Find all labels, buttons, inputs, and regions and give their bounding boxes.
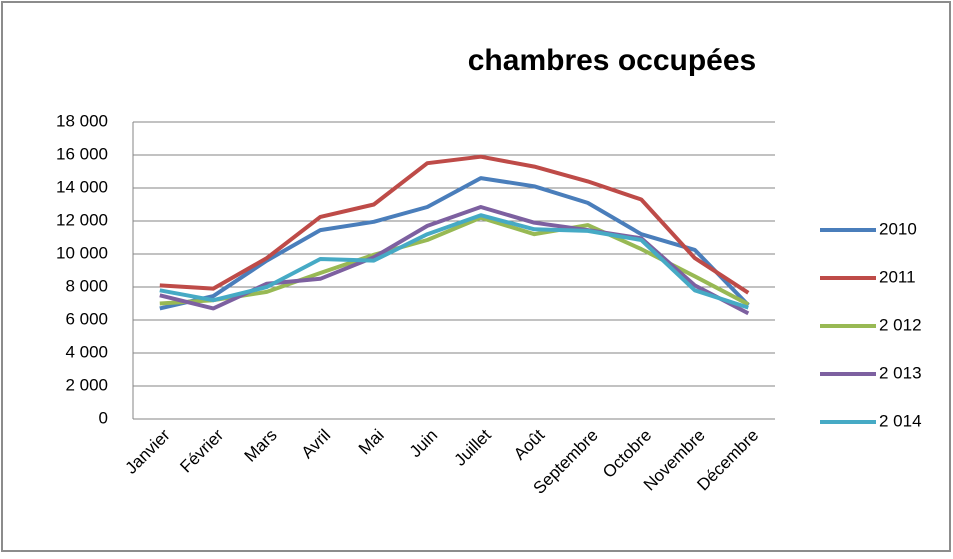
y-tick-label: 18 000 <box>56 111 108 130</box>
y-tick-label: 4 000 <box>65 342 108 361</box>
y-tick-label: 16 000 <box>56 144 108 163</box>
legend-label: 2 014 <box>879 411 922 430</box>
y-tick-label: 14 000 <box>56 177 108 196</box>
legend-label: 2 012 <box>879 315 922 334</box>
series-line <box>159 176 750 311</box>
legend-label: 2010 <box>879 219 917 238</box>
y-tick-label: 10 000 <box>56 243 108 262</box>
y-tick-label: 8 000 <box>65 276 108 295</box>
y-tick-label: 2 000 <box>65 375 108 394</box>
legend-label: 2 013 <box>879 363 922 382</box>
y-tick-label: 6 000 <box>65 309 108 328</box>
chart-title: chambres occupées <box>468 44 756 77</box>
y-tick-label: 12 000 <box>56 210 108 229</box>
series-line <box>159 154 750 295</box>
legend-label: 2011 <box>879 267 916 286</box>
y-tick-label: 0 <box>99 408 108 427</box>
series-line <box>159 213 749 310</box>
series-line <box>159 215 750 307</box>
